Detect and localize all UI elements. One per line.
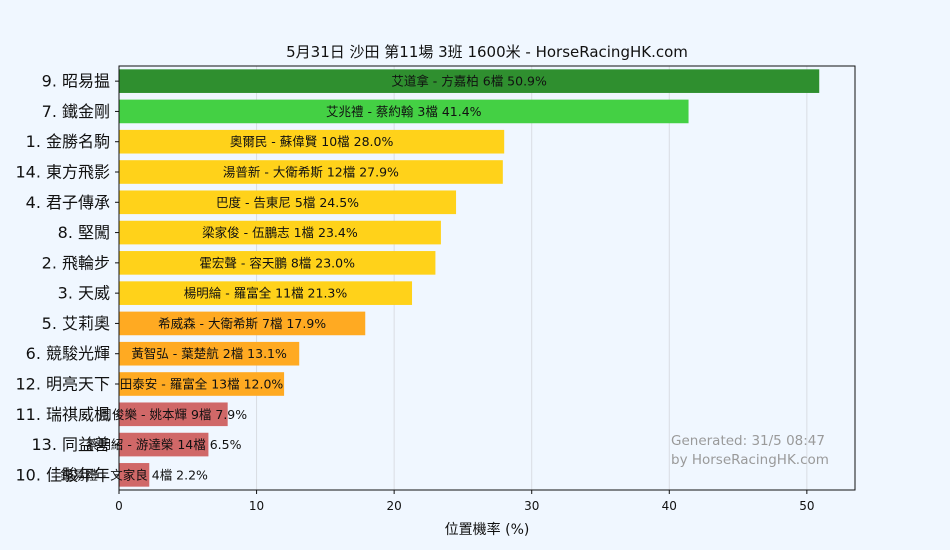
bar [119,341,300,366]
bar [119,372,285,396]
bar [119,311,366,336]
y-tick-label: 13. 同益善 [31,435,110,454]
chart-title: 5月31日 沙田 第11場 3班 1600米 - HorseRacingHK.c… [286,43,688,61]
y-tick-label: 4. 君子傳承 [26,193,110,212]
bar-value-label: 田泰安 - 羅富全 13檔 12.0% [120,377,284,392]
bar [119,251,436,275]
bar-value-label: 梁家俊 - 伍鵬志 1檔 23.4% [202,225,358,240]
y-tick-label: 14. 東方飛影 [15,163,110,182]
bar-value-label: 黃智弘 - 葉楚航 2檔 13.1% [131,346,287,361]
bar [119,190,457,215]
y-tick-label: 10. 佳駿年年 [15,465,110,484]
x-tick-label: 50 [799,499,814,513]
plot-frame [118,65,856,491]
x-tick-label: 30 [524,499,539,513]
x-tick-label: 10 [249,499,264,513]
y-tick-label: 11. 瑞祺威楓 [15,405,110,424]
bar [119,220,441,245]
bar-value-label: 希威森 - 大衛希斯 7檔 17.9% [158,316,326,331]
bar [119,160,503,184]
watermark-generated: Generated: 31/5 08:47 [671,433,825,449]
bar [119,281,413,305]
y-tick-label: 5. 艾莉奧 [42,314,110,333]
bar-value-label: 湯普新 - 大衛希斯 12檔 27.9% [223,165,399,180]
x-tick-label: 40 [662,499,677,513]
bar-value-label: 周俊樂 - 姚本輝 9檔 7.9% [100,407,248,422]
bar [119,432,209,457]
bar [119,463,150,487]
bar [119,99,689,124]
x-tick-label: 0 [115,499,123,513]
x-axis-label: 位置機率 (%) [445,521,530,538]
bar [119,69,820,93]
y-tick-labels: 9. 昭易揾 7. 鐵金剛 1. 金勝名駒 14. 東方飛影 4. 君子傳承 8. 堅闖 2… [15,72,119,484]
bar-value-label: 楊明綸 - 羅富全 11檔 21.3% [184,286,348,301]
bar-value-label: 鍾易禮 - 文家良 4檔 2.2% [60,467,208,482]
bar [119,129,505,154]
bar-value-label: 霍宏聲 - 容天鵬 8檔 23.0% [199,255,355,270]
bar [119,402,228,427]
y-tick-label: 7. 鐵金剛 [42,102,110,121]
bar-value-label: 巴度 - 告東尼 5檔 24.5% [216,195,359,210]
y-tick-label: 9. 昭易揾 [42,72,110,91]
watermark-site: by HorseRacingHK.com [671,452,829,468]
bar-value-label: 奧爾民 - 蘇偉賢 10檔 28.0% [230,134,394,149]
bar-labels: 艾道拿 - 方嘉柏 6檔 50.9% 艾兆禮 - 蔡約翰 3檔 41.4% 奧爾民 … [60,74,547,483]
x-tick-labels: 0 10 20 30 40 50 [115,490,814,513]
y-tick-label: 2. 飛輪步 [42,253,110,272]
y-tick-label: 12. 明亮天下 [15,375,110,394]
bar-value-label: 蔡明紹 - 游達榮 14檔 6.5% [86,437,242,452]
bar-value-label: 艾兆禮 - 蔡約翰 3檔 41.4% [326,104,482,119]
y-tick-label: 3. 天威 [58,284,110,303]
bar-value-label: 艾道拿 - 方嘉柏 6檔 50.9% [391,74,547,89]
plot-area [119,66,855,490]
y-tick-label: 1. 金勝名駒 [26,132,110,151]
y-tick-label: 6. 競駿光輝 [26,344,110,363]
bar-series [119,69,820,487]
x-tick-label: 20 [386,499,401,513]
y-tick-label: 8. 堅闖 [58,223,110,242]
